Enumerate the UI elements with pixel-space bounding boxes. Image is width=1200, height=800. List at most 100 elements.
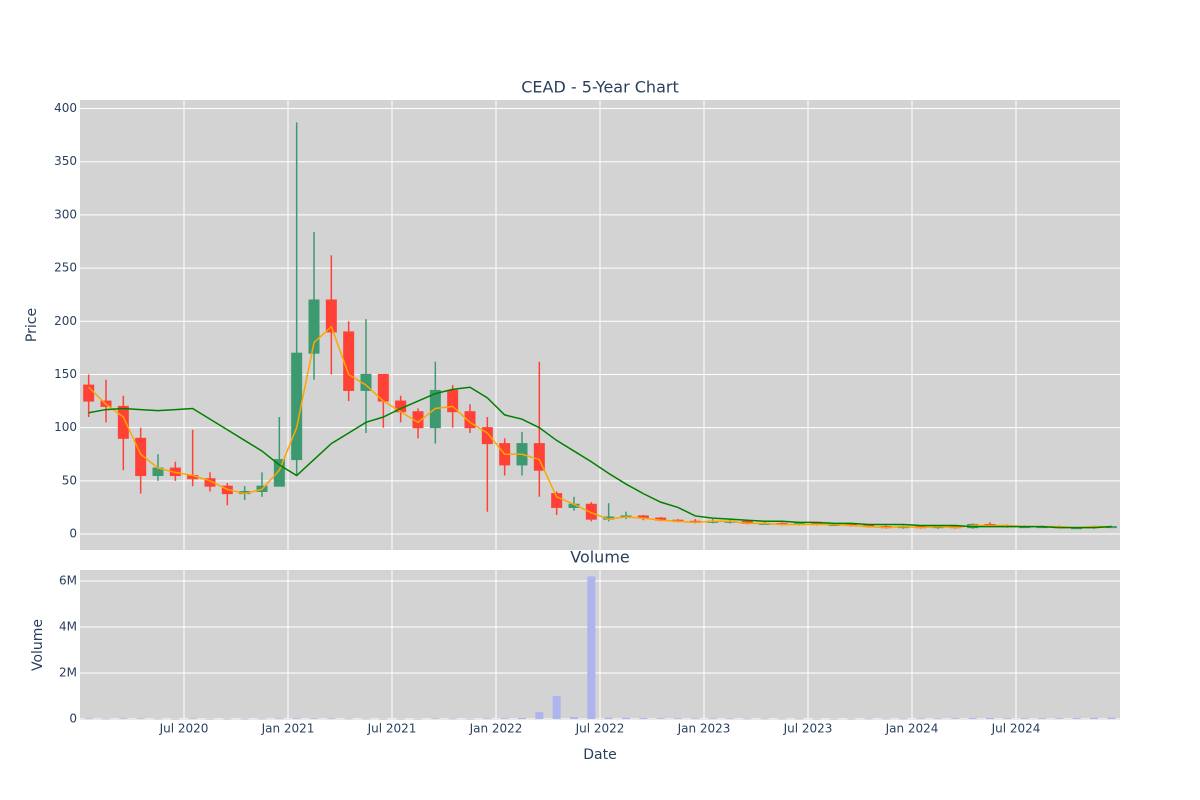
volume-bar [1072, 718, 1081, 719]
candle-body [533, 443, 545, 471]
volume-bar [84, 718, 93, 720]
moving-average-line [88, 325, 1112, 529]
candle-body [481, 427, 493, 445]
volume-bar [622, 717, 630, 719]
x-tick-label: Jan 2024 [885, 722, 939, 736]
candle-body [447, 389, 459, 413]
volume-bar [500, 718, 509, 719]
volume-bar [466, 718, 474, 720]
y-axis-title: Price [24, 308, 40, 342]
y-tick-label: 250 [54, 261, 77, 275]
volume-bar [847, 718, 856, 720]
volume-bar [760, 718, 769, 720]
volume-bar [726, 718, 734, 720]
volume-bar [882, 718, 890, 720]
candle-body [343, 331, 355, 391]
volume-bar [535, 712, 544, 719]
volume-bar [934, 718, 942, 720]
candle-body [273, 459, 285, 487]
volume-bar [223, 718, 232, 720]
x-tick-label: Jan 2023 [677, 722, 731, 736]
x-tick-label: Jul 2024 [991, 722, 1041, 736]
volume-bar [552, 696, 561, 719]
volume-bar [916, 718, 925, 720]
volume-bar [171, 718, 180, 720]
volume-bar [379, 718, 388, 720]
y-tick-label: 200 [54, 314, 77, 328]
volume-bar [812, 718, 821, 720]
volume-bar [344, 718, 353, 720]
volume-bar [674, 718, 682, 719]
chart-title: CEAD - 5-Year Chart [521, 78, 678, 97]
volume-bar [951, 718, 960, 719]
volume-bar [691, 718, 700, 720]
moving-average-line [88, 386, 1112, 529]
volume-bar [1038, 718, 1046, 719]
y-tick-label: 0 [69, 712, 77, 726]
volume-bar [708, 718, 717, 720]
candle-body [291, 352, 303, 461]
volume-bar [136, 718, 145, 720]
volume-bar [240, 718, 249, 720]
y-axis-title: Volume [30, 619, 46, 671]
volume-bar [483, 718, 492, 720]
x-tick-label: Jul 2022 [575, 722, 625, 736]
x-tick-label: Jan 2021 [261, 722, 315, 736]
candle-body [551, 493, 563, 508]
volume-bar [570, 717, 578, 719]
volume-bar [275, 718, 284, 720]
volume-bar [656, 718, 665, 719]
x-tick-label: Jul 2020 [159, 722, 209, 736]
volume-bar [778, 718, 786, 720]
volume-bar [188, 718, 197, 720]
volume-bar [1003, 718, 1012, 719]
volume-bar [795, 718, 804, 720]
y-tick-label: 400 [54, 101, 77, 115]
y-tick-label: 350 [54, 154, 77, 168]
candle-body [135, 437, 147, 477]
volume-bar [258, 718, 266, 720]
subplot-title: Volume [570, 548, 630, 567]
y-tick-label: 0 [69, 527, 77, 541]
y-tick-label: 100 [54, 420, 77, 434]
candle-body [585, 503, 597, 520]
volume-bar [1020, 718, 1029, 719]
volume-bar [327, 718, 336, 720]
candle-body [325, 299, 337, 333]
x-axis-title: Date [583, 747, 616, 763]
volume-bar [1055, 718, 1064, 719]
x-tick-label: Jul 2023 [783, 722, 833, 736]
y-tick-label: 6M [59, 574, 77, 588]
volume-bar [396, 718, 405, 720]
volume-bar [1090, 717, 1098, 719]
volume-bar [864, 718, 873, 720]
volume-bar [587, 576, 596, 719]
volume-bar [986, 718, 994, 719]
volume-bar [362, 718, 370, 720]
x-tick-label: Jan 2022 [469, 722, 523, 736]
volume-bar [968, 718, 977, 719]
x-tick-label: Jul 2021 [367, 722, 417, 736]
y-tick-label: 2M [59, 666, 77, 680]
y-tick-label: 50 [62, 473, 77, 487]
candle-body [117, 405, 129, 439]
volume-bar [639, 718, 648, 719]
y-tick-label: 150 [54, 367, 77, 381]
volume-bar [1107, 717, 1116, 719]
volume-bar [448, 718, 457, 720]
volume-bar [604, 717, 613, 719]
volume-bar [743, 718, 752, 720]
volume-bar [518, 718, 526, 719]
volume-bar [206, 718, 214, 720]
candle-body [308, 299, 320, 354]
volume-bar [830, 718, 838, 720]
volume-bar [102, 718, 110, 720]
candle-body [464, 411, 476, 429]
volume-bar [154, 718, 162, 720]
volume-bar [119, 718, 128, 719]
volume-bar [310, 718, 318, 719]
volume-bar [899, 718, 908, 720]
volume-bar [292, 718, 301, 719]
y-tick-label: 4M [59, 620, 77, 634]
volume-bar [414, 718, 422, 720]
